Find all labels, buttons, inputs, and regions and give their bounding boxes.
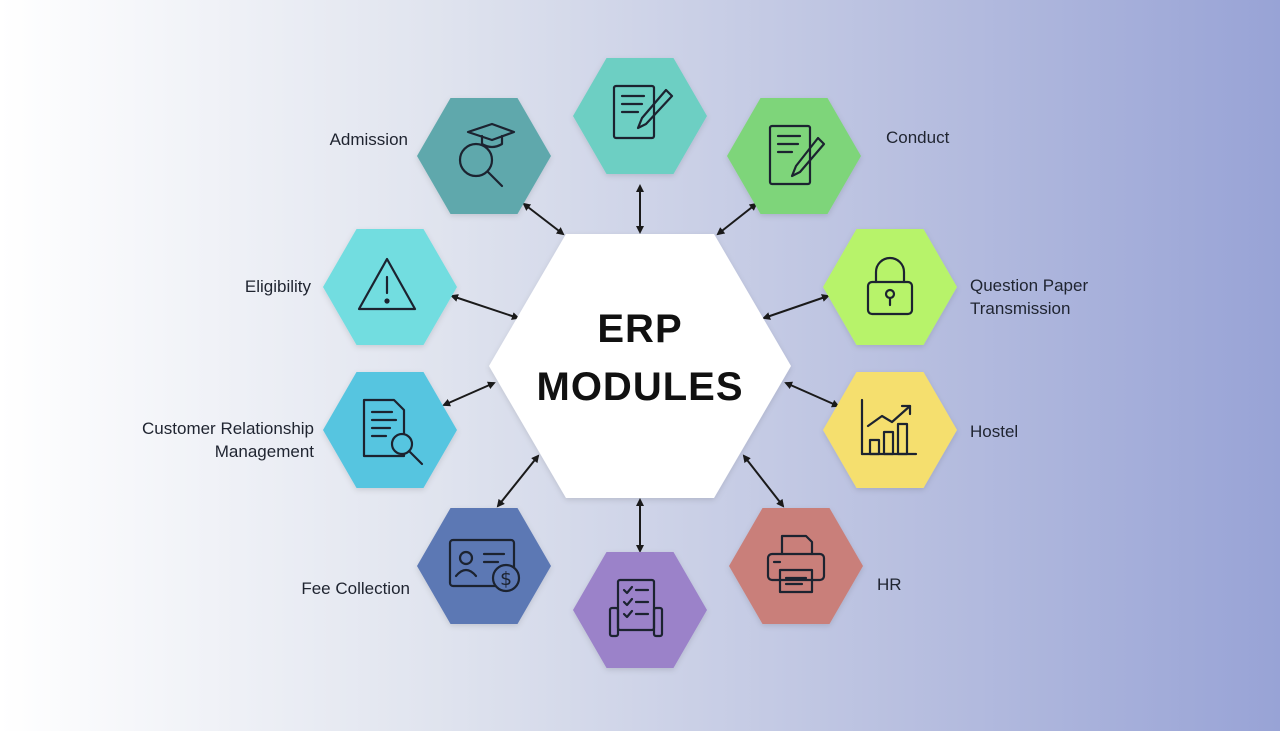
question-paper-label-line1: Question Paper — [970, 276, 1089, 295]
connector-hr — [742, 454, 785, 508]
document-pencil-icon — [612, 84, 674, 140]
document-search-icon — [362, 398, 424, 466]
growth-chart-icon — [860, 398, 918, 456]
svg-text:$: $ — [500, 568, 512, 590]
crm-label-line1: Customer Relationship — [142, 419, 314, 438]
module-hexagons — [323, 58, 957, 668]
hexagon-crm — [323, 372, 457, 488]
warning-icon — [357, 257, 417, 311]
hexagon-bottom — [573, 552, 707, 668]
center-title-line2: MODULES — [536, 365, 744, 409]
conduct-label: Conduct — [886, 128, 950, 147]
padlock-icon — [866, 256, 914, 316]
connector-conduct — [716, 202, 758, 236]
printer-icon — [766, 534, 826, 594]
crm-label: Customer Relationship Management — [100, 417, 314, 463]
hexagon-hr — [729, 508, 863, 624]
crm-label-line2: Management — [214, 442, 314, 461]
document-pencil-icon — [768, 124, 826, 186]
hexagon-eligibility — [323, 229, 457, 345]
hexagon-fee — [417, 508, 551, 624]
id-card-dollar-icon: $ — [448, 538, 521, 593]
admission-label: Admission — [329, 130, 408, 149]
center-title: ERP MODULES — [490, 300, 790, 416]
connector-question-paper — [762, 294, 830, 320]
fee-collection-label: Fee Collection — [301, 579, 410, 598]
hexagon-qpt — [823, 229, 957, 345]
connector-admission — [522, 202, 565, 236]
connector-eligibility — [450, 294, 520, 320]
checklist-icon — [608, 578, 664, 638]
connector-hostel — [784, 381, 840, 408]
hexagon-top — [573, 58, 707, 174]
question-paper-label: Question Paper Transmission — [970, 274, 1088, 320]
icons: $ — [357, 84, 918, 638]
connectors — [442, 184, 840, 553]
question-paper-label-line2: Transmission — [970, 299, 1071, 318]
connector-fee — [496, 454, 540, 508]
hexagon-admission — [417, 98, 551, 214]
connector-crm — [442, 381, 496, 407]
hr-label: HR — [877, 575, 902, 594]
hostel-label: Hostel — [970, 422, 1019, 441]
hexagon-conduct — [727, 98, 861, 214]
graduation-search-icon — [458, 122, 516, 188]
center-hexagon — [489, 234, 791, 498]
center-title-line1: ERP — [597, 307, 683, 351]
eligibility-label: Eligibility — [244, 277, 311, 296]
hexagon-hostel — [823, 372, 957, 488]
